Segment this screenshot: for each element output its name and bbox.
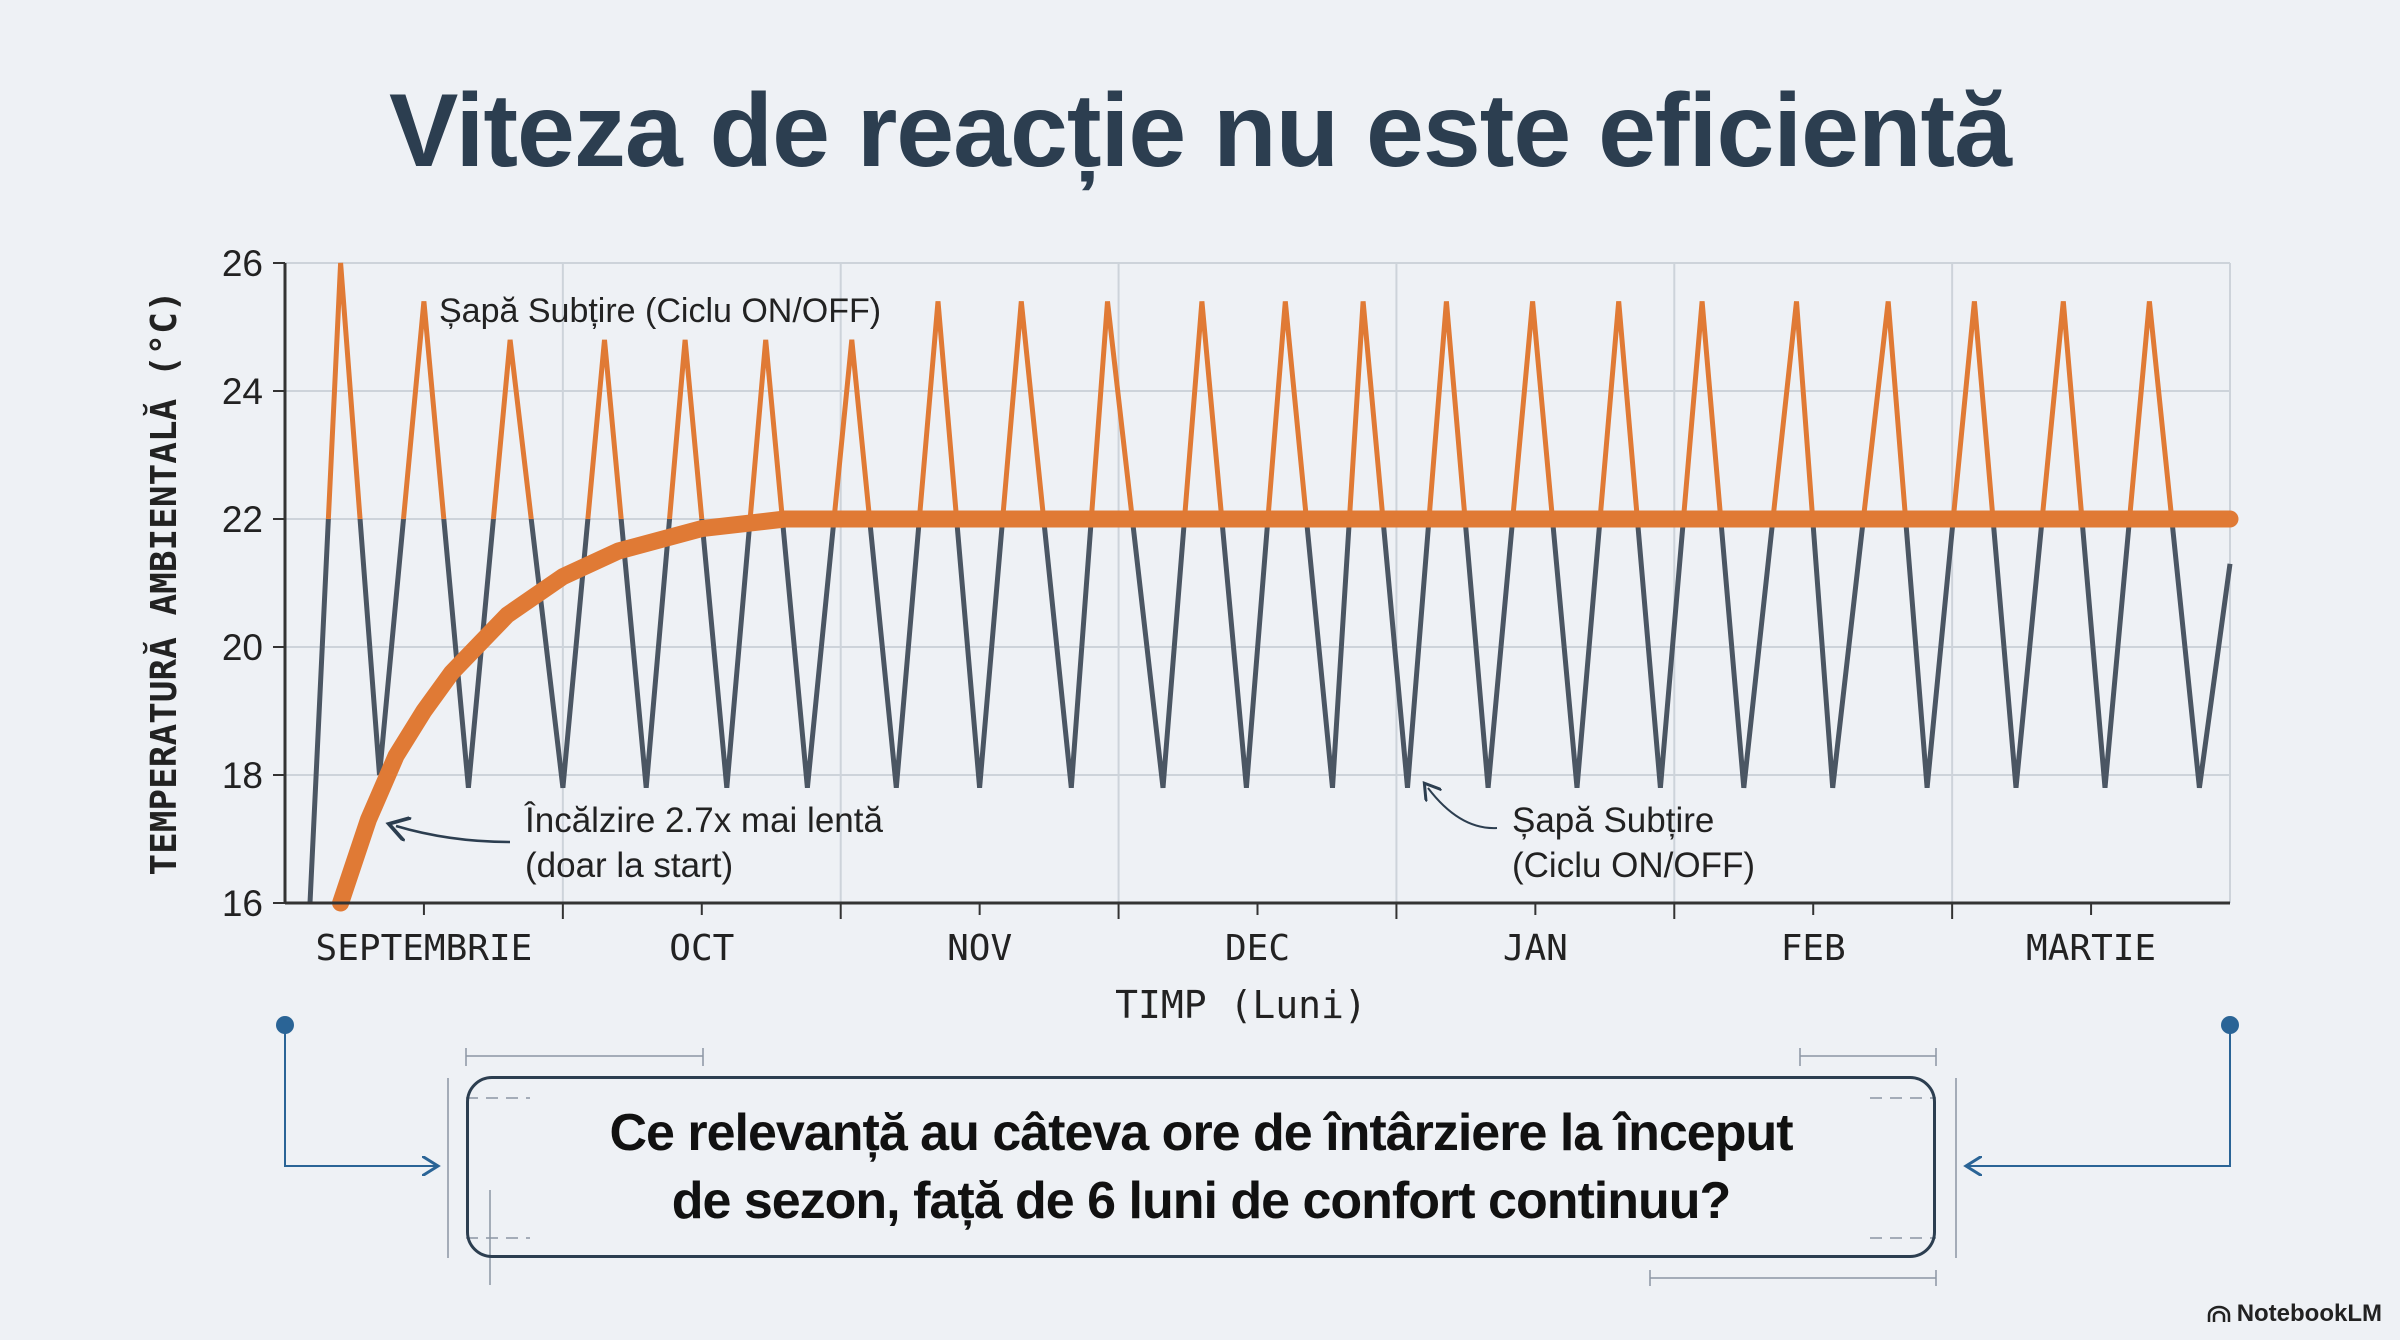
y-tick-label: 20: [222, 627, 263, 668]
axes: [273, 262, 2230, 919]
annotation-cycle-line2: (Ciclu ON/OFF): [1512, 846, 1755, 885]
x-tick-label: OCT: [669, 928, 734, 969]
annotation-slow-arrow: [396, 826, 511, 844]
annotation-top-label: Șapă Subțire (Ciclu ON/OFF): [439, 292, 881, 330]
series-layer: [307, 262, 2239, 912]
x-tick-label: JAN: [1503, 928, 1568, 969]
x-axis-label: TIMP (Luni): [1115, 983, 1367, 1027]
series-thin-screed-low: [307, 519, 2233, 904]
question-box: Ce relevanță au câteva ore de întârziere…: [466, 1076, 1936, 1258]
y-tick-label: 22: [222, 499, 263, 540]
annotation-cycle-line1: Șapă Subțire: [1512, 801, 1714, 840]
x-tick-label: DEC: [1225, 928, 1290, 969]
series-thick-screed: [332, 510, 2239, 912]
y-axis-label: TEMPERATURĂ AMBIENTALĂ (°C): [142, 290, 185, 875]
x-tick-label: SEPTEMBRIE: [316, 928, 533, 969]
x-tick-label: MARTIE: [2026, 928, 2156, 969]
dimension-lines: [447, 1048, 1957, 1286]
y-tick-label: 18: [222, 755, 263, 796]
notebooklm-icon: [2207, 1305, 2230, 1322]
connector-right: [1966, 1016, 2239, 1166]
page-title: Viteza de reacție nu este eficientă: [388, 73, 2012, 189]
connector-left: [276, 1016, 438, 1166]
annotation-cycle-arrow: [1428, 788, 1498, 830]
y-tick-label: 16: [222, 883, 263, 924]
x-tick-label: FEB: [1781, 928, 1846, 969]
brand-logo: NotebookLM: [2207, 1300, 2382, 1328]
annotation-slow-line1: Încălzire 2.7x mai lentă: [524, 801, 883, 840]
y-tick-label: 24: [222, 371, 263, 412]
x-tick-label: NOV: [947, 928, 1012, 969]
annotation-slow-line2: (doar la start): [525, 846, 733, 885]
y-tick-label: 26: [222, 243, 263, 284]
question-text: Ce relevanță au câteva ore de întârziere…: [609, 1104, 1793, 1230]
brand-name: NotebookLM: [2236, 1300, 2382, 1327]
